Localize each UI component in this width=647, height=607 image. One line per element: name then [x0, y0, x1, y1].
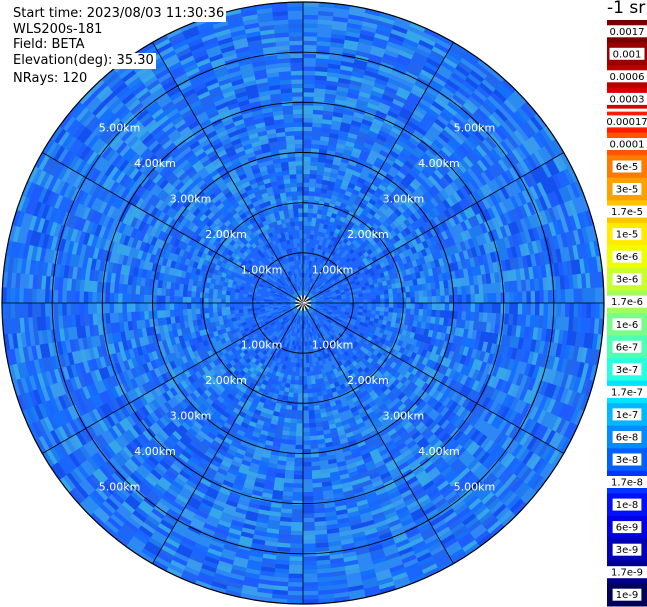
ring-label-3km: 3.00km	[383, 409, 425, 422]
colorbar-label-bg	[612, 318, 642, 331]
colorbar-label-bg	[606, 92, 647, 105]
colorbar-tick-label: 6e-7	[616, 342, 639, 353]
colorbar-tick-label: 3e-5	[616, 185, 639, 196]
ring-label-5km: 5.00km	[99, 480, 141, 493]
nrays-label: NRays: 120	[11, 71, 90, 87]
ring-label-1km: 1.00km	[312, 339, 354, 352]
colorbar-tick-label: 3e-8	[616, 455, 639, 466]
colorbar-label-bg	[612, 408, 642, 421]
colorbar-label-bg	[612, 183, 642, 195]
colorbar: 0.0017 0.001 0.0006 0.0003 0.00017 0.0001 6e-5…	[603, 20, 647, 607]
ring-label-1km: 1.00km	[241, 264, 283, 277]
colorbar-tick-label: 0.0001	[610, 140, 645, 151]
ring-label-2km: 2.00km	[347, 374, 389, 387]
ring-label-5km: 5.00km	[99, 122, 141, 135]
colorbar-tick-label: 1.7e-8	[611, 478, 643, 489]
colorbar-tick-label: 1e-9	[616, 590, 639, 601]
colorbar-units-label: -1 sr	[607, 0, 646, 18]
azimuth-line-330	[152, 42, 304, 304]
colorbar-tick-label: 3e-6	[616, 275, 639, 286]
colorbar-label-bg	[612, 250, 642, 263]
azimuth-line-210	[152, 302, 304, 564]
colorbar-label-bg	[603, 115, 647, 128]
ring-label-4km: 4.00km	[418, 157, 460, 170]
ring-label-1km: 1.00km	[312, 264, 354, 277]
ring-label-4km: 4.00km	[134, 445, 176, 458]
colorbar-tick-label: 3e-9	[616, 545, 639, 556]
azimuth-line-60	[302, 152, 564, 304]
ring-label-5km: 5.00km	[454, 480, 496, 493]
colorbar-label-bg	[606, 476, 647, 488]
ring-label-3km: 3.00km	[170, 193, 212, 206]
azimuth-line-120	[302, 302, 564, 454]
colorbar-label-bg	[612, 228, 642, 241]
colorbar-tick-label: 0.00017	[606, 117, 647, 128]
colorbar-label-bg	[612, 543, 642, 556]
ring-label-3km: 3.00km	[383, 193, 425, 206]
colorbar-label-bg	[612, 453, 642, 466]
elevation-label: Elevation(deg): 35.30	[11, 53, 156, 69]
azimuth-line-300	[42, 152, 304, 304]
colorbar-label-bg	[612, 160, 642, 173]
colorbar-label-bg	[612, 363, 642, 376]
polar-grid	[1, 1, 605, 605]
range-ring-labels: 1.00km 1.00km 1.00km 1.00km 2.00km 2.00km 2.00…	[99, 122, 495, 494]
colorbar-label-bg	[612, 340, 642, 353]
colorbar-label-bg	[612, 273, 642, 286]
colorbar-label-bg	[606, 295, 647, 308]
colorbar-tick-label: 0.0006	[610, 72, 645, 83]
colorbar-tick-label: 0.001	[613, 49, 642, 60]
colorbar-label-bg	[612, 588, 642, 601]
azimuth-line-30	[302, 42, 454, 304]
colorbar-tick-label: 1.7e-5	[611, 207, 643, 218]
colorbar-tick-label: 1.7e-6	[611, 297, 643, 308]
colorbar-label-bg	[612, 431, 642, 443]
colorbar-label-bg	[606, 385, 647, 398]
ring-label-5km: 5.00km	[454, 122, 496, 135]
colorbar-label-bg	[606, 566, 647, 579]
field-label: Field: BETA	[11, 37, 87, 53]
colorbar-label-bg	[606, 138, 647, 150]
colorbar-label-bg	[609, 47, 645, 60]
colorbar-tick-label: 1e-5	[616, 230, 639, 241]
colorbar-tick-label: 1.7e-9	[611, 568, 643, 579]
ring-label-2km: 2.00km	[205, 374, 247, 387]
colorbar-tick-label: 6e-6	[616, 252, 639, 263]
colorbar-tick-label: 0.0003	[610, 94, 645, 105]
colorbar-label-bg	[612, 498, 642, 511]
center-marker	[295, 295, 311, 311]
colorbar-tick-label: 6e-5	[616, 162, 639, 173]
ring-label-4km: 4.00km	[134, 157, 176, 170]
ring-label-4km: 4.00km	[418, 445, 460, 458]
data-disc	[2, 2, 604, 604]
colorbar-label-bg	[606, 205, 647, 218]
colorbar-tick-label: 1e-7	[616, 410, 639, 421]
instrument-label: WLS200s-181	[11, 22, 105, 38]
ring-label-1km: 1.00km	[241, 339, 283, 352]
start-time-label: Start time: 2023/08/03 11:30:36	[11, 6, 227, 22]
colorbar-tick-label: 0.0017	[610, 27, 645, 38]
ring-label-2km: 2.00km	[205, 228, 247, 241]
azimuth-line-240	[42, 302, 304, 454]
colorbar-label-bg	[606, 25, 647, 38]
colorbar-tick-label: 1.7e-7	[611, 387, 643, 398]
azimuth-line-150	[302, 302, 454, 564]
colorbar-tick-label: 1e-8	[616, 500, 639, 511]
colorbar-tick-label: 6e-8	[616, 433, 639, 444]
ring-label-3km: 3.00km	[170, 409, 212, 422]
ring-label-2km: 2.00km	[347, 228, 389, 241]
colorbar-tick-label: 3e-7	[616, 365, 639, 376]
colorbar-tick-label: 6e-9	[616, 523, 639, 534]
colorbar-label-bg	[606, 70, 647, 83]
colorbar-label-bg	[612, 521, 642, 534]
colorbar-tick-label: 1e-6	[616, 320, 639, 331]
